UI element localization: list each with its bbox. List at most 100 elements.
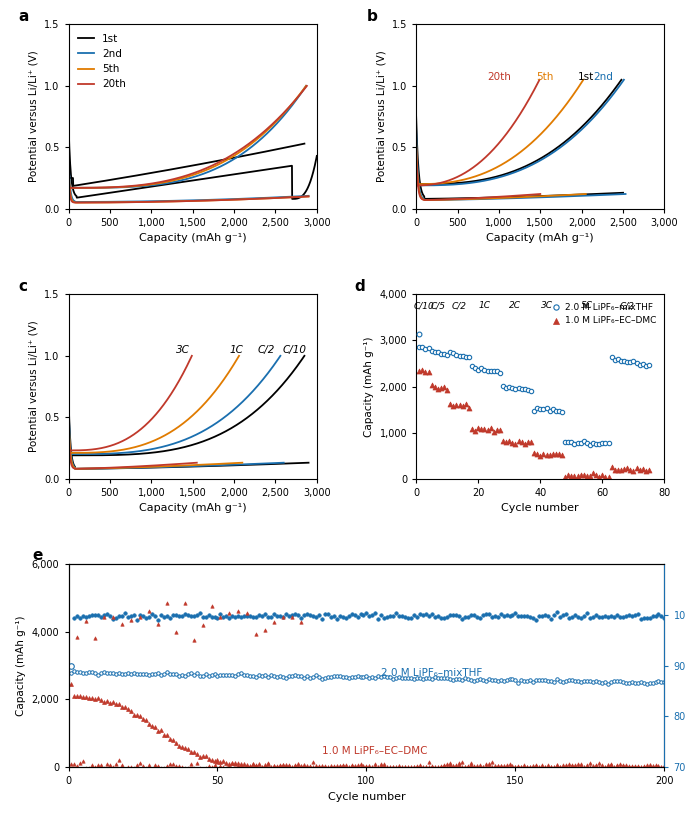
Text: 3C: 3C	[176, 345, 190, 356]
2.0 M LiPF₆–mixTHF	[436, 348, 447, 361]
1.0 M LiPF₆–EC–DMC	[628, 464, 639, 477]
2.0 M LiPF₆–mixTHF	[488, 364, 499, 377]
Legend: 1st, 2nd, 5th, 20th: 1st, 2nd, 5th, 20th	[74, 29, 130, 94]
2.0 M LiPF₆–mixTHF	[429, 345, 440, 358]
1st	[200, 174, 208, 184]
X-axis label: Cycle number: Cycle number	[327, 792, 406, 801]
1.0 M LiPF₆–EC–DMC	[501, 436, 512, 449]
Line: 1st: 1st	[68, 122, 316, 199]
1.0 M LiPF₆–EC–DMC	[575, 468, 586, 481]
2.0 M LiPF₆–mixTHF	[451, 348, 462, 361]
1.0 M LiPF₆–EC–DMC	[566, 469, 577, 482]
2.0 M LiPF₆–mixTHF	[525, 384, 536, 397]
2.0 M LiPF₆–mixTHF	[442, 348, 453, 361]
2.0 M LiPF₆–mixTHF	[625, 356, 636, 369]
5th	[229, 195, 238, 205]
1st	[148, 182, 156, 192]
5th	[64, 157, 73, 167]
Point	[414, 327, 425, 340]
Text: 5C: 5C	[581, 301, 593, 310]
2nd	[64, 153, 73, 162]
2.0 M LiPF₆–mixTHF	[516, 383, 527, 396]
2.0 M LiPF₆–mixTHF	[612, 353, 623, 366]
1st	[312, 151, 321, 161]
2.0 M LiPF₆–mixTHF	[513, 382, 524, 395]
Text: C/2: C/2	[452, 301, 467, 310]
1.0 M LiPF₆–EC–DMC	[479, 423, 490, 436]
1.0 M LiPF₆–EC–DMC	[457, 399, 468, 412]
1.0 M LiPF₆–EC–DMC	[569, 469, 580, 482]
1.0 M LiPF₆–EC–DMC	[590, 468, 601, 481]
1.0 M LiPF₆–EC–DMC	[513, 435, 524, 448]
1st	[172, 178, 180, 188]
2.0 M LiPF₆–mixTHF	[497, 379, 508, 392]
1.0 M LiPF₆–EC–DMC	[460, 397, 471, 410]
2.0 M LiPF₆–mixTHF	[503, 380, 514, 393]
Y-axis label: Potential versus Li/Li⁺ (V): Potential versus Li/Li⁺ (V)	[29, 51, 38, 183]
1.0 M LiPF₆–EC–DMC	[544, 449, 555, 462]
5th	[71, 197, 79, 207]
1.0 M LiPF₆–EC–DMC	[631, 462, 642, 475]
2.0 M LiPF₆–mixTHF	[414, 340, 425, 353]
1.0 M LiPF₆–EC–DMC	[553, 447, 564, 460]
Text: 1C: 1C	[478, 301, 490, 310]
2.0 M LiPF₆–mixTHF	[448, 347, 459, 360]
20th	[71, 197, 79, 207]
1.0 M LiPF₆–EC–DMC	[606, 460, 617, 473]
1.0 M LiPF₆–EC–DMC	[634, 463, 645, 477]
2nd	[229, 194, 238, 204]
2.0 M LiPF₆–mixTHF	[529, 404, 540, 417]
1.0 M LiPF₆–EC–DMC	[503, 435, 514, 448]
1.0 M LiPF₆–EC–DMC	[603, 471, 614, 484]
1.0 M LiPF₆–EC–DMC	[495, 423, 506, 436]
2.0 M LiPF₆–mixTHF	[603, 437, 614, 450]
5th	[256, 193, 264, 203]
2.0 M LiPF₆–mixTHF	[590, 437, 601, 450]
1.0 M LiPF₆–EC–DMC	[637, 463, 648, 476]
2.0 M LiPF₆–mixTHF	[572, 437, 583, 450]
1.0 M LiPF₆–EC–DMC	[476, 422, 487, 435]
1.0 M LiPF₆–EC–DMC	[597, 468, 608, 481]
Text: e: e	[33, 548, 43, 563]
1.0 M LiPF₆–EC–DMC	[429, 380, 440, 393]
2.0 M LiPF₆–mixTHF	[432, 345, 443, 358]
20th	[171, 197, 179, 206]
2.0 M LiPF₆–mixTHF	[594, 437, 605, 450]
2.0 M LiPF₆–mixTHF	[438, 348, 449, 361]
2.0 M LiPF₆–mixTHF	[575, 437, 586, 450]
2.0 M LiPF₆–mixTHF	[460, 350, 471, 363]
blue cap	[94, 670, 103, 680]
1.0 M LiPF₆–EC–DMC	[454, 398, 465, 411]
2.0 M LiPF₆–mixTHF	[631, 356, 642, 369]
2.0 M LiPF₆–mixTHF	[501, 381, 512, 394]
1.0 M LiPF₆–EC–DMC	[448, 400, 459, 413]
1.0 M LiPF₆–EC–DMC	[643, 463, 654, 477]
2.0 M LiPF₆–mixTHF	[423, 341, 434, 354]
1.0 M LiPF₆–EC–DMC	[519, 437, 530, 450]
2.0 M LiPF₆–mixTHF	[485, 365, 496, 378]
2.0 M LiPF₆–mixTHF	[637, 357, 648, 370]
1.0 M LiPF₆–EC–DMC	[538, 447, 549, 460]
2.0 M LiPF₆–mixTHF	[588, 437, 599, 450]
blue cap	[660, 677, 669, 687]
2.0 M LiPF₆–mixTHF	[541, 401, 552, 415]
1.0 M LiPF₆–EC–DMC	[451, 398, 462, 411]
2.0 M LiPF₆–mixTHF	[466, 360, 477, 373]
Text: 5th: 5th	[536, 72, 554, 82]
2.0 M LiPF₆–mixTHF	[420, 343, 431, 356]
Text: d: d	[354, 279, 365, 294]
2.0 M LiPF₆–mixTHF	[519, 383, 530, 396]
5th	[252, 194, 260, 204]
1.0 M LiPF₆–EC–DMC	[497, 434, 508, 447]
Text: C/2: C/2	[257, 345, 275, 356]
1.0 M LiPF₆–EC–DMC	[550, 447, 561, 460]
2.0 M LiPF₆–mixTHF	[628, 355, 639, 368]
blue cap	[181, 672, 189, 681]
blue cap	[228, 671, 236, 681]
1.0 M LiPF₆–EC–DMC	[594, 471, 605, 484]
1.0 M LiPF₆–EC–DMC	[600, 470, 611, 483]
Legend: 2.0 M LiPF₆–mixTHF, 1.0 M LiPF₆–EC–DMC: 2.0 M LiPF₆–mixTHF, 1.0 M LiPF₆–EC–DMC	[547, 299, 660, 329]
20th	[229, 195, 238, 205]
1.0 M LiPF₆–EC–DMC	[442, 383, 453, 396]
1.0 M LiPF₆–EC–DMC	[482, 424, 493, 437]
